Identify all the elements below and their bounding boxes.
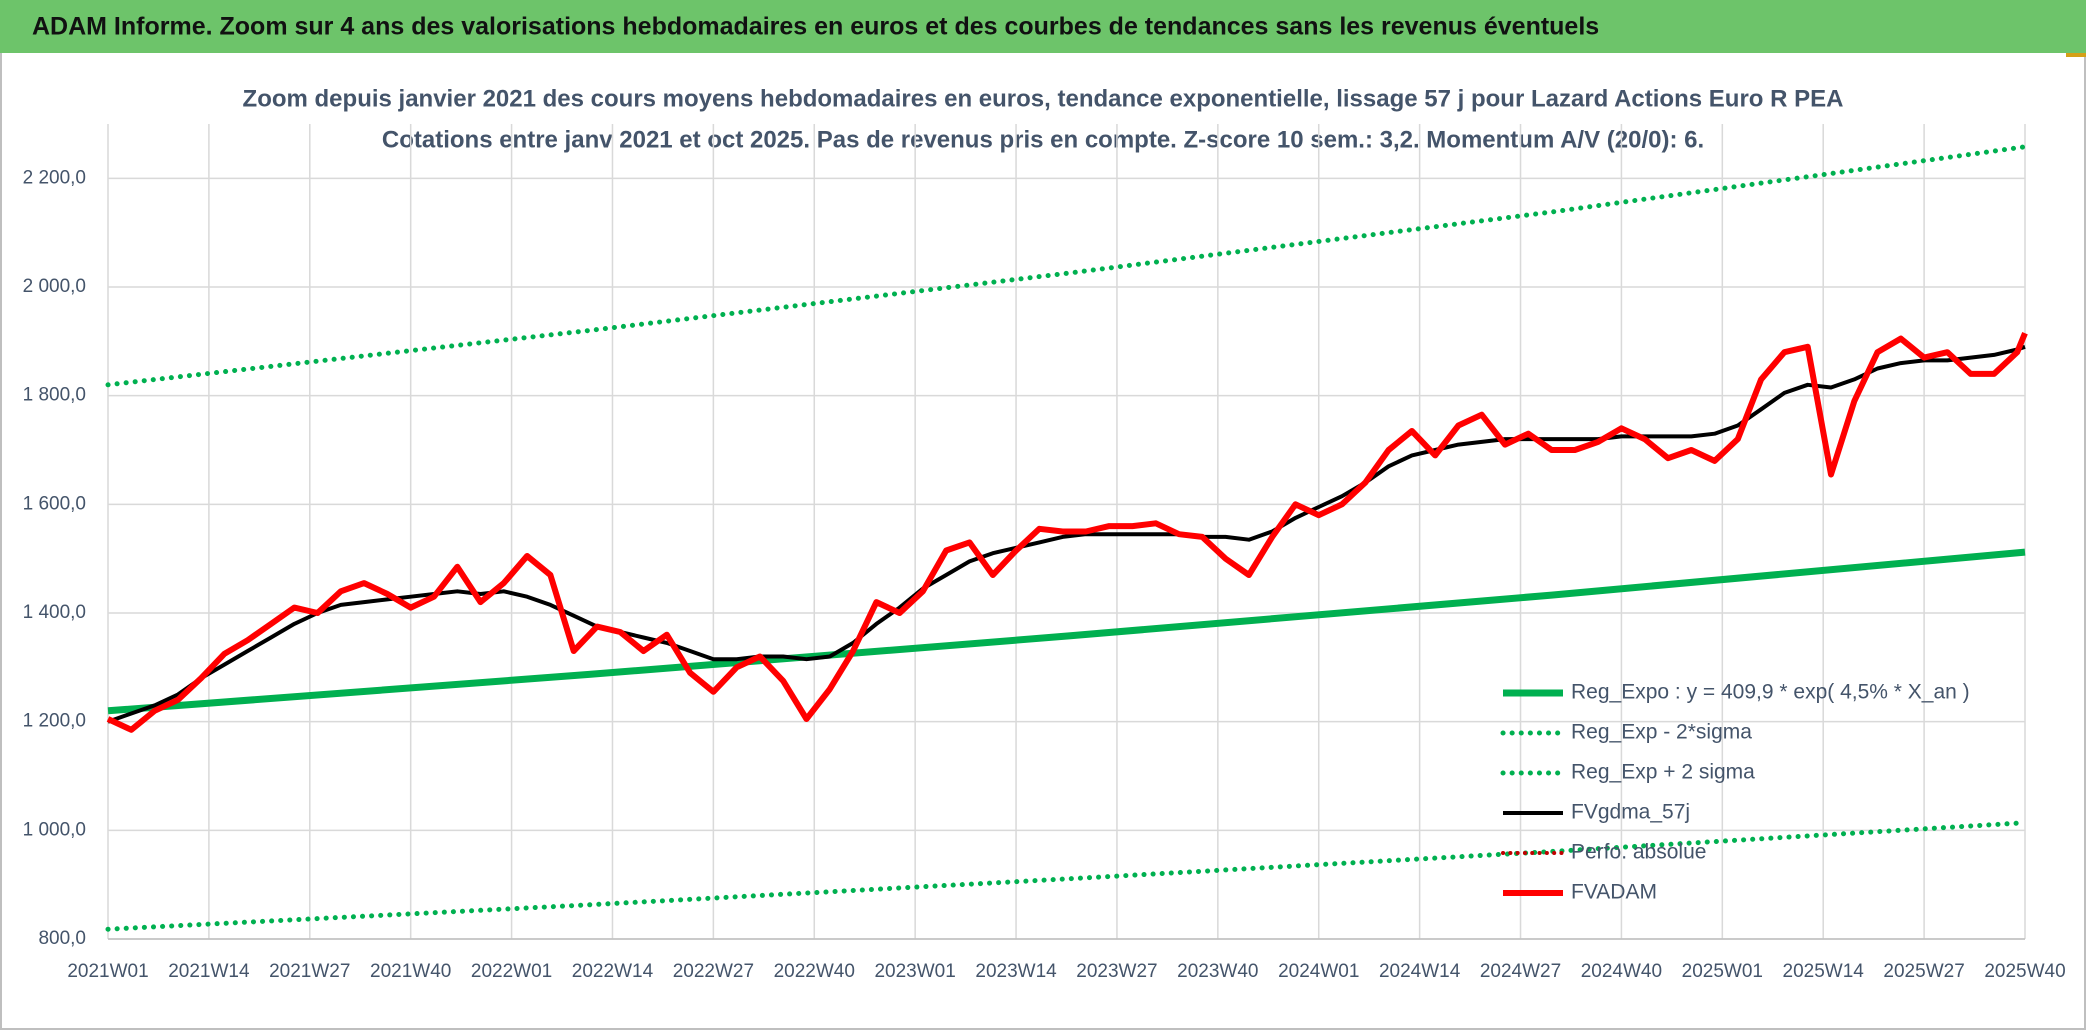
legend-label: Perfo. absolue (1571, 841, 1706, 864)
x-tick-label: 2024W27 (1480, 961, 1561, 982)
series-line (106, 332, 2028, 733)
x-tick-label: 2021W01 (67, 961, 148, 982)
legend-label: FVgdma_57j (1571, 801, 1690, 824)
series-line (107, 344, 2026, 724)
x-tick-label: 2023W01 (874, 961, 955, 982)
x-tick-label: 2022W14 (572, 961, 654, 982)
y-tick-label: 2 200,0 (23, 167, 86, 188)
legend-label: Reg_Exp - 2*sigma (1571, 721, 1752, 744)
y-tick-label: 1 200,0 (23, 711, 86, 732)
x-tick-label: 2024W01 (1278, 961, 1359, 982)
y-tick-label: 1 600,0 (23, 493, 86, 514)
x-tick-label: 2022W01 (471, 961, 552, 982)
x-tick-label: 2021W40 (370, 961, 451, 982)
legend-label: Reg_Exp + 2 sigma (1571, 761, 1755, 784)
x-tick-label: 2025W27 (1883, 961, 1964, 982)
x-tick-label: 2024W14 (1379, 961, 1461, 982)
x-tick-label: 2023W40 (1177, 961, 1258, 982)
banner-title: ADAM Informe. Zoom sur 4 ans des valoris… (32, 13, 1599, 41)
x-tick-label: 2023W14 (975, 961, 1057, 982)
series-line (105, 144, 2028, 388)
x-tick-label: 2025W01 (1682, 961, 1763, 982)
x-tick-label: 2022W27 (673, 961, 754, 982)
x-tick-label: 2024W40 (1581, 961, 1662, 982)
chart-subtitle: Cotations entre janv 2021 et oct 2025. P… (382, 126, 1704, 153)
chart-title: Zoom depuis janvier 2021 des cours moyen… (243, 85, 1844, 112)
x-tick-label: 2023W27 (1076, 961, 1157, 982)
y-tick-label: 2 000,0 (23, 276, 86, 297)
x-tick-label: 2025W14 (1783, 961, 1865, 982)
y-tick-label: 1 400,0 (23, 602, 86, 623)
x-tick-label: 2022W40 (774, 961, 855, 982)
x-tick-label: 2021W27 (269, 961, 350, 982)
legend-label: FVADAM (1571, 881, 1657, 904)
series-line (105, 820, 2028, 932)
banner (0, 0, 2086, 53)
y-tick-label: 1 000,0 (23, 819, 86, 840)
legend-label: Reg_Expo : y = 409,9 * exp( 4,5% * X_an … (1571, 681, 1970, 704)
y-tick-label: 1 800,0 (23, 385, 86, 406)
x-tick-label: 2025W40 (1984, 961, 2065, 982)
banner-corner (2066, 53, 2086, 57)
x-tick-label: 2021W14 (168, 961, 250, 982)
y-tick-label: 800,0 (38, 928, 86, 949)
series-line (107, 548, 2026, 715)
